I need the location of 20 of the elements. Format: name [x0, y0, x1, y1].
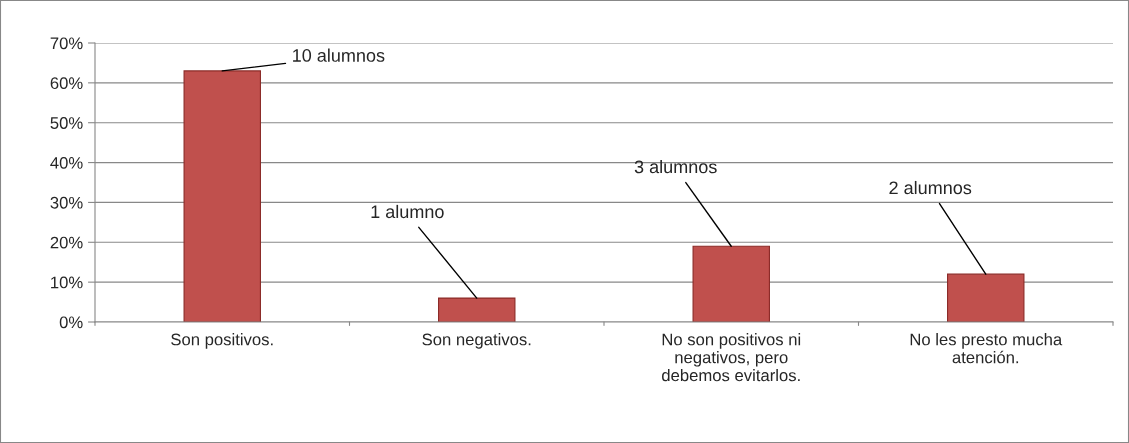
x-tick-label: No son positivos ni negativos, pero debemos evitarlos.: [662, 333, 801, 382]
bar: [947, 273, 1025, 322]
y-tick-label: 10%: [51, 276, 83, 289]
annotation: 2 alumnos: [889, 180, 972, 195]
y-tick-label: 30%: [50, 196, 83, 209]
annotation: 1 alumno: [371, 204, 444, 219]
y-tick-label: 50%: [50, 117, 83, 129]
annotation: 10 alumnos: [293, 48, 385, 62]
y-tick-label: 70%: [50, 37, 83, 50]
x-tick-label: No les presto mucha atención.: [910, 333, 1063, 364]
y-tick-label: 60%: [50, 77, 83, 90]
y-tick-label: 0%: [59, 316, 83, 329]
bar: [438, 297, 516, 322]
y-tick-label: 20%: [50, 236, 83, 249]
bar: [183, 70, 261, 322]
bar: [692, 245, 770, 322]
x-tick-label: Son positivos.: [171, 333, 273, 349]
annotation: 3 alumnos: [634, 160, 717, 174]
x-tick-label: Son negativos.: [422, 333, 531, 349]
y-tick-label: 40%: [50, 156, 83, 169]
